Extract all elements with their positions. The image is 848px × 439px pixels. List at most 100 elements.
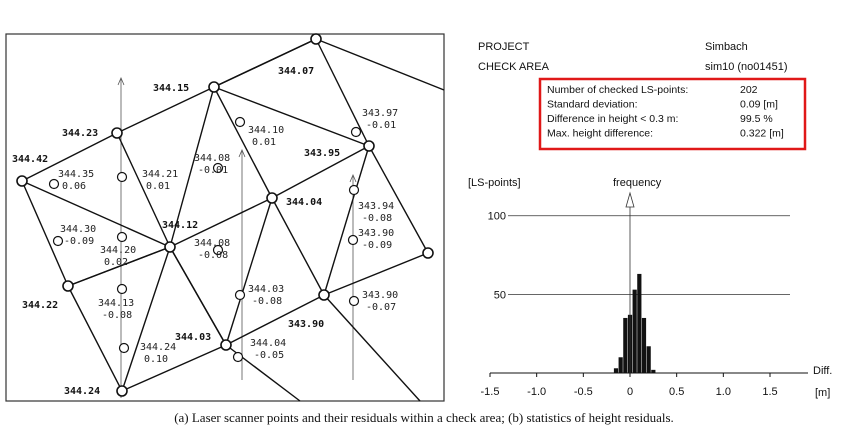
x-tick-label: 0.5: [669, 386, 684, 398]
node-marker: [164, 241, 176, 253]
node-marker: [363, 140, 375, 152]
check-value: 344.21: [142, 169, 178, 180]
triangle-edge: [315, 38, 370, 147]
laser-nodes: 344.42 344.23 344.15 344.07 343.95 344.04 344.…: [12, 33, 434, 397]
check-point-marker: [234, 116, 246, 128]
frequency-arrow: [625, 191, 635, 208]
check-residual: 0.06: [62, 181, 86, 192]
check-residual: -0.08: [198, 250, 228, 261]
stat-value: 0.322 [m]: [740, 128, 784, 140]
histogram-chart: [LS-points] frequency -1.5 -1.0 -0.5 0 0.5 1.…: [468, 177, 832, 399]
check-value: 344.24: [140, 342, 176, 353]
check-value: 344.13: [98, 298, 134, 309]
y-tick-label: 50: [494, 289, 506, 301]
check-residual: -0.07: [366, 302, 396, 313]
triangle-edge: [116, 86, 215, 134]
triangle-edge: [271, 145, 370, 199]
node-marker: [220, 339, 232, 351]
triangle-edge: [169, 197, 273, 248]
check-value: 343.94: [358, 201, 394, 212]
check-point-marker: [232, 351, 244, 363]
histogram-bar: [637, 273, 642, 373]
x-tick-label: 1.0: [716, 386, 731, 398]
check-value: 344.35: [58, 169, 94, 180]
triangle-edge: [323, 294, 421, 402]
check-value: 344.10: [248, 125, 284, 136]
chart-axes: [490, 191, 808, 374]
check-residual: -0.08: [252, 296, 282, 307]
chart-bars: [613, 273, 656, 373]
node-label: 344.03: [175, 332, 211, 343]
check-residual: 0.01: [146, 181, 170, 192]
check-residual: -0.05: [254, 350, 284, 361]
x-tick-label: 1.5: [762, 386, 777, 398]
triangle-edge: [323, 252, 429, 296]
histogram-bar: [623, 317, 628, 373]
check-point-marker: [52, 235, 64, 247]
x-axis-label: Diff.: [813, 365, 832, 377]
check-points: 344.350.06344.210.01344.100.01344.08-0.0…: [48, 108, 398, 365]
check-point-marker: [348, 184, 360, 196]
triangle-edge: [323, 145, 370, 296]
node-marker: [116, 385, 128, 397]
stat-label: Difference in height < 0.3 m:: [547, 113, 678, 125]
triangle-edge: [213, 86, 370, 147]
arrow-head: [349, 173, 357, 183]
check-value: 343.90: [362, 290, 398, 301]
node-marker: [422, 247, 434, 259]
check-residual: 0.02: [104, 257, 128, 268]
chart-title: frequency: [613, 177, 662, 189]
node-marker: [310, 33, 322, 45]
x-tick-labels: -1.5 -1.0 -0.5 0 0.5 1.0 1.5: [481, 373, 778, 398]
check-value: 344.03: [248, 284, 284, 295]
x-axis-unit: [m]: [815, 387, 830, 399]
node-label: 344.04: [286, 197, 322, 208]
node-marker: [318, 289, 330, 301]
triangle-edge: [116, 132, 171, 248]
check-point-marker: [212, 244, 224, 256]
check-value: 344.30: [60, 224, 96, 235]
triangle-edge: [225, 197, 273, 346]
triangle-edge: [213, 38, 317, 88]
stat-label: Number of checked LS-points:: [547, 84, 688, 96]
check-point-marker: [116, 283, 128, 295]
info-block: PROJECT Simbach CHECK AREA sim10 (no0145…: [478, 41, 807, 151]
triangle-edge: [169, 86, 215, 248]
y-axis-label: [LS-points]: [468, 177, 521, 189]
check-area-value: sim10 (no01451): [705, 61, 788, 73]
check-point-marker: [348, 295, 360, 307]
panel-a-network: 344.42 344.23 344.15 344.07 343.95 344.04 344.…: [5, 33, 445, 402]
check-point-marker: [116, 171, 128, 183]
stat-value: 202: [740, 84, 758, 96]
stat-value: 0.09 [m]: [740, 99, 778, 111]
x-tick-label: -0.5: [574, 386, 593, 398]
node-marker: [111, 127, 123, 139]
triangle-edge: [21, 132, 118, 182]
arrow-head: [117, 76, 125, 86]
stat-value: 99.5 %: [740, 113, 773, 125]
triangle-edge: [225, 294, 325, 346]
triangle-edge: [67, 285, 123, 392]
node-label: 343.90: [288, 319, 324, 330]
node-label: 344.15: [153, 83, 189, 94]
check-point-marker: [48, 178, 60, 190]
check-area-label: CHECK AREA: [478, 61, 550, 73]
triangle-edge: [121, 246, 171, 392]
x-tick-label: -1.0: [527, 386, 546, 398]
stat-label: Standard deviation:: [547, 99, 637, 111]
check-point-marker: [234, 289, 246, 301]
stats-list: Number of checked LS-points: 202 Standard …: [547, 84, 784, 140]
triangle-edge: [67, 246, 171, 287]
check-residual: -0.09: [362, 240, 392, 251]
node-label: 344.22: [22, 300, 58, 311]
histogram-bar: [618, 357, 623, 373]
check-residual: 0.01: [252, 137, 276, 148]
check-value: 343.90: [358, 228, 394, 239]
node-label: 344.42: [12, 154, 48, 165]
chart-gridlines: [508, 215, 790, 295]
node-label: 344.24: [64, 386, 100, 397]
check-value: 344.08: [194, 153, 230, 164]
triangle-edge: [121, 344, 227, 392]
arrow-head: [238, 148, 246, 158]
triangle-edge: [21, 180, 171, 248]
